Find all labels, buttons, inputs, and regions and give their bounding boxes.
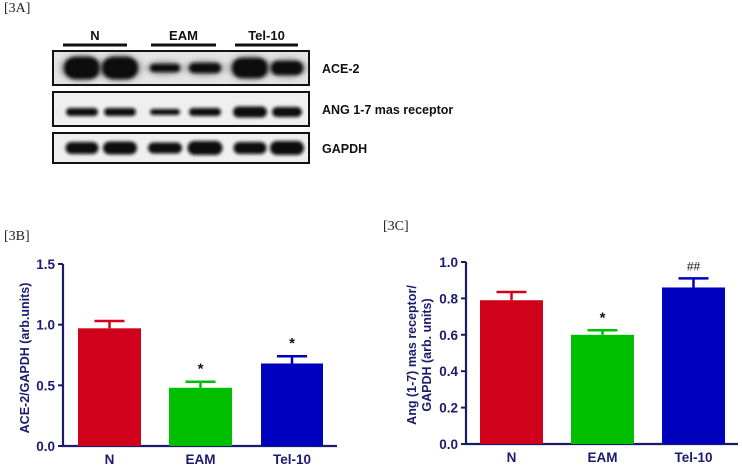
bar-tel-10: *	[261, 335, 323, 446]
x-tick-label: EAM	[186, 452, 216, 467]
x-tick-label: Tel-10	[273, 452, 311, 467]
protein-band	[102, 57, 138, 79]
y-tick-label: 1.0	[36, 318, 55, 333]
protein-band	[189, 63, 221, 73]
protein-band	[64, 57, 100, 79]
y-tick-label: 0.5	[36, 378, 55, 393]
x-tick-label: N	[507, 450, 517, 465]
x-tick-label: EAM	[588, 450, 618, 465]
blot-row: ANG 1-7 mas receptor	[52, 91, 453, 127]
y-tick-label: 0.0	[439, 437, 458, 452]
protein-band	[150, 64, 180, 72]
y-tick-label: 0.2	[439, 401, 458, 416]
bar-rect	[169, 387, 232, 446]
panel-label-3b: [3B]	[4, 229, 30, 244]
bar-eam: *	[571, 309, 634, 444]
protein-band	[148, 142, 182, 154]
group-label: Tel-10	[248, 28, 285, 43]
protein-band	[187, 141, 223, 155]
x-tick-label: N	[105, 452, 115, 467]
x-tick-label: Tel-10	[674, 450, 712, 465]
protein-band	[233, 106, 267, 118]
blot-row-label: GAPDH	[322, 142, 367, 156]
panel-label-3a: [3A]	[4, 1, 31, 16]
bar-rect	[261, 363, 323, 446]
bar-n	[78, 319, 141, 446]
y-axis-label: GAPDH (arb. units)	[420, 298, 434, 411]
y-axis-label: Ang (1-7) mas receptor/	[405, 285, 419, 425]
bar-eam: *	[169, 361, 232, 446]
blot-row: GAPDH	[52, 132, 367, 164]
protein-band	[150, 109, 180, 115]
western-blot-panel: N EAM Tel-10 ACE-2 ANG 1-7 mas receptor GAPDH	[52, 28, 453, 164]
bar-rect	[662, 287, 725, 444]
blot-row-label: ACE-2	[322, 62, 360, 76]
protein-band	[189, 108, 221, 116]
y-axis-label: ACE-2/GAPDH (arb.units)	[18, 283, 32, 434]
protein-band	[65, 142, 99, 154]
blot-row: ACE-2	[52, 50, 360, 86]
protein-band	[104, 108, 136, 116]
bar-tel-10: ##	[662, 259, 725, 444]
significance-marker: *	[198, 361, 204, 378]
y-tick-label: 1.5	[36, 257, 55, 272]
bar-rect	[480, 300, 543, 444]
protein-band	[270, 141, 304, 155]
group-label: EAM	[169, 28, 198, 43]
protein-band	[233, 142, 267, 154]
bar-rect	[571, 334, 634, 444]
bar-chart-ang17-mas: 0.0 0.2 0.4 0.6 0.8 1.0 N * EAM ## Tel-10 Ang (1-7)…	[405, 255, 738, 465]
significance-marker: *	[600, 309, 606, 326]
protein-band	[232, 58, 268, 78]
protein-band	[103, 141, 137, 155]
protein-band	[272, 107, 302, 117]
y-tick-label: 0.6	[439, 328, 458, 343]
significance-marker: ##	[687, 259, 701, 273]
y-tick-label: 0.0	[36, 439, 55, 454]
bar-chart-ace2: 0.0 0.5 1.0 1.5 N * EAM * Tel-10 ACE-2/GAPDH (arb…	[18, 257, 337, 467]
significance-marker: *	[289, 335, 295, 352]
y-tick-label: 1.0	[439, 255, 458, 270]
panel-label-3c: [3C]	[383, 219, 409, 234]
protein-band	[271, 61, 303, 75]
protein-band	[66, 108, 98, 116]
bar-n	[480, 290, 543, 444]
group-label: N	[90, 28, 99, 43]
y-tick-label: 0.8	[439, 291, 458, 306]
bar-rect	[78, 328, 141, 446]
y-tick-label: 0.4	[439, 364, 458, 379]
blot-row-label: ANG 1-7 mas receptor	[322, 103, 453, 117]
